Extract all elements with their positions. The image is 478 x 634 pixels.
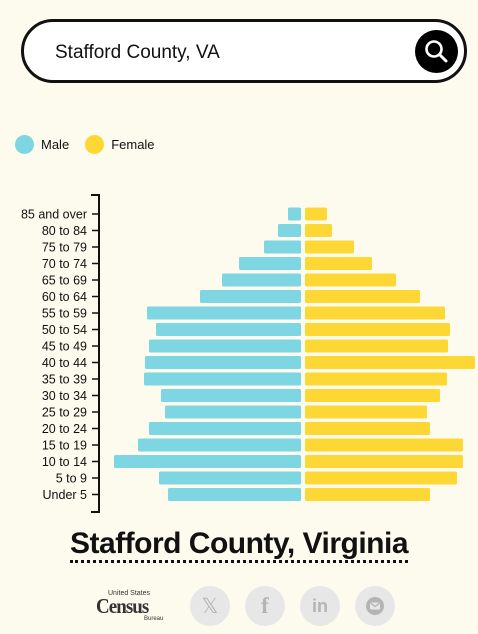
bar-female[interactable] (305, 207, 327, 221)
bar-female[interactable] (305, 240, 354, 254)
bar-female[interactable] (305, 290, 420, 303)
y-tick-label: 25 to 29 (42, 406, 87, 420)
search-box[interactable]: Stafford County, VA (21, 19, 467, 83)
y-tick-label: 45 to 49 (42, 340, 87, 354)
census-logo[interactable]: United States Census Bureau (94, 585, 174, 627)
y-tick-label: 80 to 84 (42, 224, 87, 238)
bar-female[interactable] (305, 455, 463, 468)
bar-male[interactable] (165, 405, 301, 419)
linkedin-share-button[interactable]: in (300, 586, 340, 626)
legend-swatch-male (15, 135, 34, 154)
bar-male[interactable] (114, 455, 301, 468)
bar-female[interactable] (305, 488, 430, 501)
bar-male[interactable] (288, 207, 301, 221)
x-icon: 𝕏 (201, 594, 219, 618)
bar-female[interactable] (305, 306, 445, 320)
footer: United States Census Bureau 𝕏 f in (94, 585, 410, 627)
facebook-share-button[interactable]: f (245, 586, 285, 626)
y-tick-label: 60 to 64 (42, 290, 87, 304)
search-input[interactable]: Stafford County, VA (55, 42, 220, 63)
logo-line1: United States (108, 590, 151, 597)
y-tick-label: 35 to 39 (42, 373, 87, 387)
bar-female[interactable] (305, 273, 396, 287)
y-axis (91, 194, 100, 513)
y-tick-label: 50 to 54 (42, 323, 87, 337)
county-title[interactable]: Stafford County, Virginia (69, 527, 409, 563)
bar-female[interactable] (305, 339, 448, 353)
facebook-icon: f (261, 593, 269, 618)
bar-female[interactable] (305, 389, 440, 402)
bar-female[interactable] (305, 405, 427, 419)
y-tick-label: 75 to 79 (42, 241, 87, 255)
y-tick-label: 40 to 44 (42, 356, 87, 370)
bar-male[interactable] (222, 273, 301, 287)
y-tick-label: 70 to 74 (42, 257, 87, 271)
y-tick-label: 30 to 34 (42, 389, 87, 403)
bar-male[interactable] (145, 356, 301, 369)
logo-line3: Bureau (144, 616, 164, 622)
y-tick-label: Under 5 (43, 488, 88, 502)
bar-male[interactable] (156, 323, 301, 336)
bar-male[interactable] (264, 240, 301, 254)
y-tick-label: 5 to 9 (56, 472, 87, 486)
y-tick-label: 55 to 59 (42, 307, 87, 321)
bar-male[interactable] (200, 290, 301, 303)
search-icon (425, 40, 448, 63)
bar-female[interactable] (305, 257, 372, 270)
bar-male[interactable] (147, 306, 301, 320)
y-tick-label: 65 to 69 (42, 274, 87, 288)
bar-female[interactable] (305, 224, 332, 237)
page-title: Stafford County, Virginia (0, 527, 478, 563)
bar-male[interactable] (168, 488, 301, 501)
search-button[interactable] (415, 30, 458, 73)
legend-swatch-female (85, 135, 105, 154)
email-icon (366, 597, 384, 615)
bar-female[interactable] (305, 356, 475, 369)
bar-female[interactable] (305, 438, 463, 452)
legend-item-female[interactable]: Female (85, 135, 155, 154)
legend-label-female: Female (111, 137, 155, 152)
population-pyramid-chart: 85 and over 80 to 84 75 to 79 70 to 74 65 to… (21, 194, 475, 513)
x-share-button[interactable]: 𝕏 (190, 586, 230, 626)
chart-legend: Male Female (15, 135, 171, 154)
bar-female[interactable] (305, 372, 447, 386)
y-tick-label: 10 to 14 (42, 455, 87, 469)
bar-female[interactable] (305, 471, 457, 485)
bar-male[interactable] (159, 471, 301, 485)
y-tick-label: 15 to 19 (42, 439, 87, 453)
bar-male[interactable] (161, 389, 301, 402)
bar-male[interactable] (278, 224, 301, 237)
bar-male[interactable] (144, 372, 301, 386)
linkedin-icon: in (312, 595, 328, 616)
y-tick-label: 85 and over (21, 208, 87, 222)
bar-male[interactable] (149, 422, 301, 435)
bar-male[interactable] (149, 339, 301, 353)
bar-male[interactable] (138, 438, 301, 452)
email-share-button[interactable] (355, 586, 395, 626)
legend-item-male[interactable]: Male (15, 135, 69, 154)
bar-female[interactable] (305, 323, 450, 336)
logo-line2: Census (96, 594, 149, 618)
bar-female[interactable] (305, 422, 430, 435)
y-tick-label: 20 to 24 (42, 422, 87, 436)
legend-label-male: Male (41, 137, 70, 152)
bar-male[interactable] (239, 257, 301, 270)
